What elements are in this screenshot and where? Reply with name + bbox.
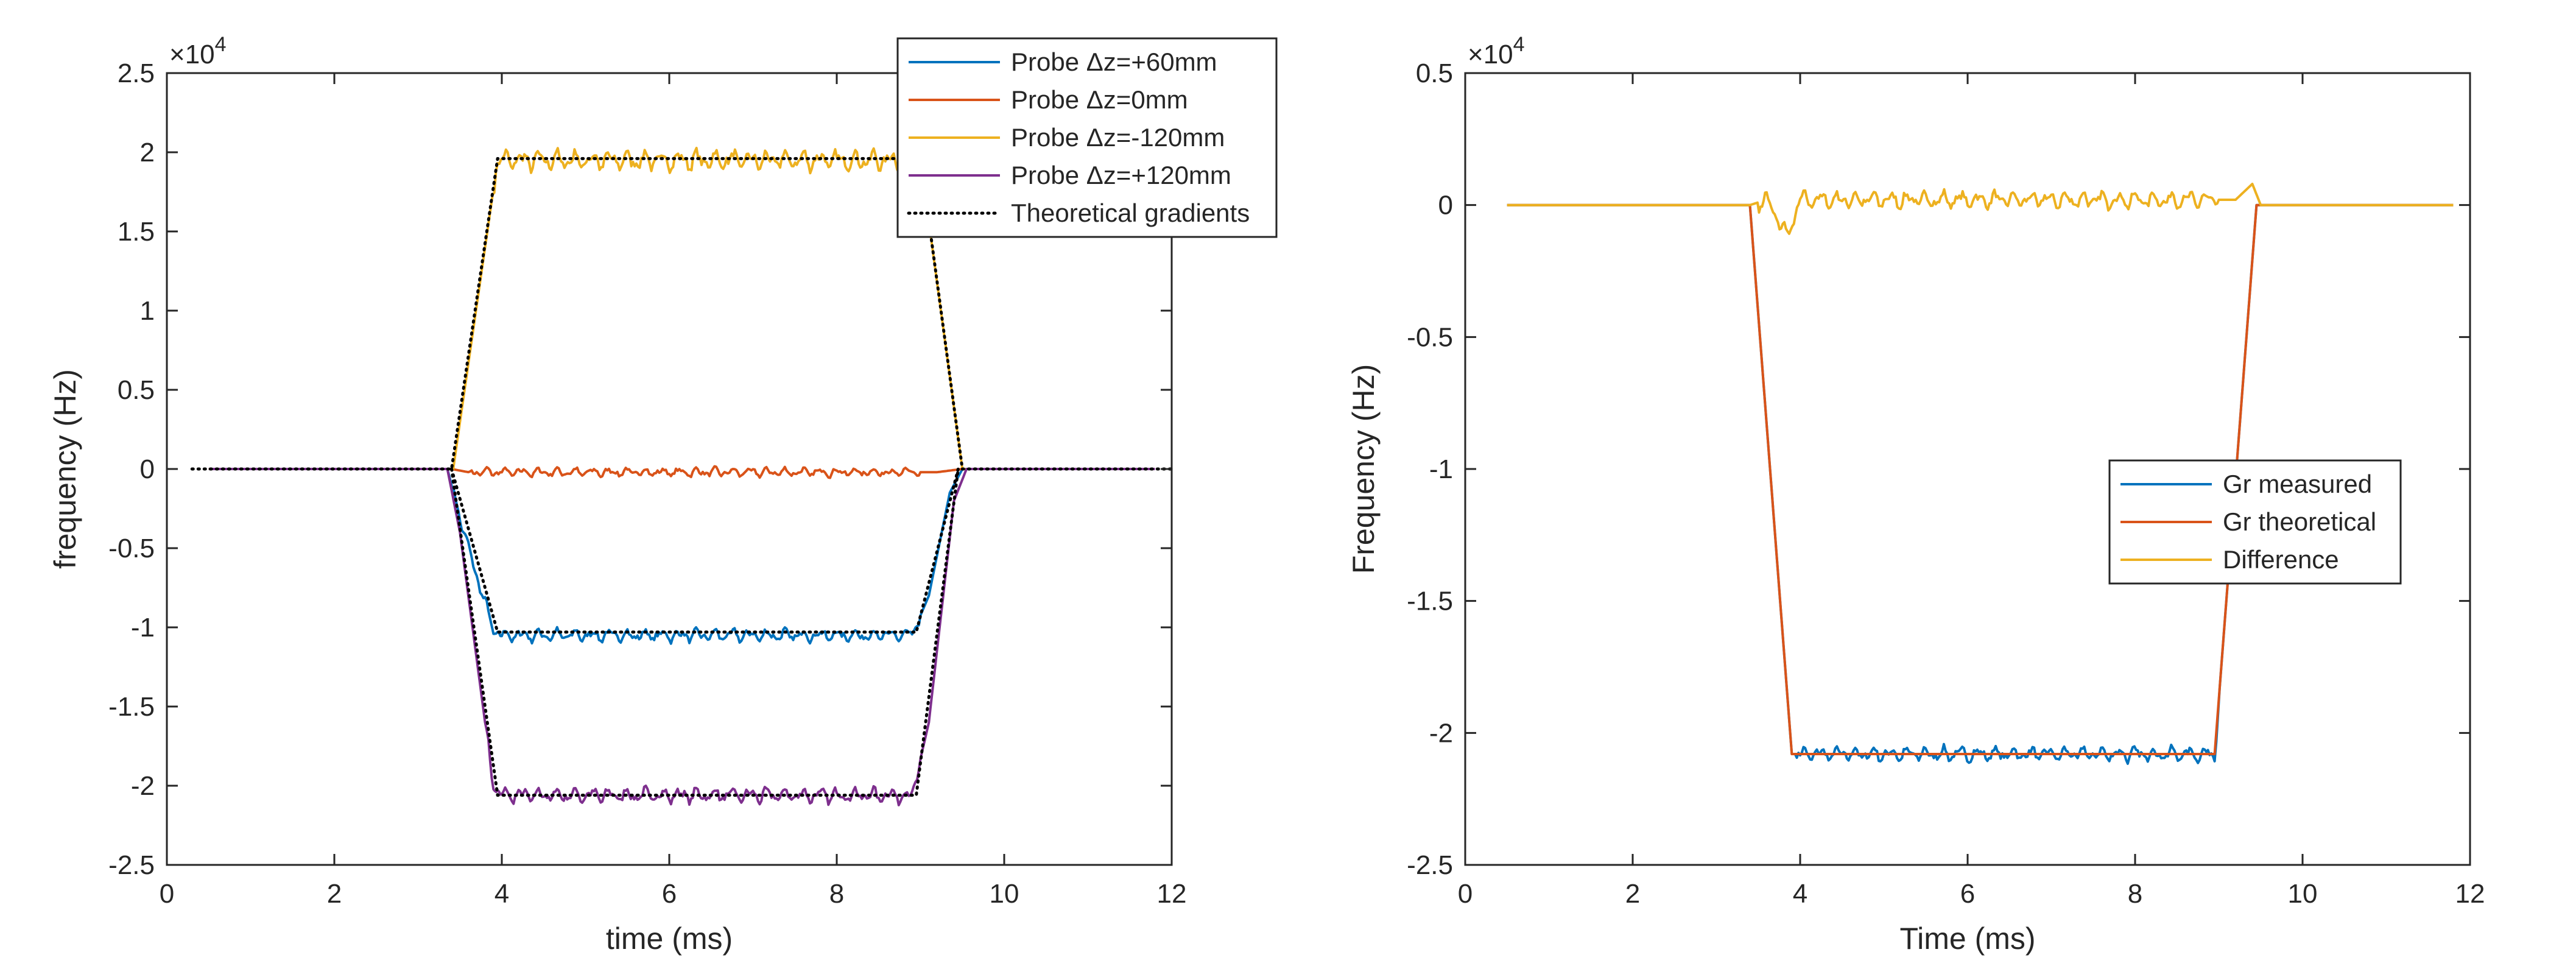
left-y-tick-label: -1 bbox=[131, 613, 155, 643]
left-legend-label: Theoretical gradients bbox=[1011, 199, 1250, 227]
left-y-tick-label: 2.5 bbox=[118, 58, 155, 88]
left-series-6-line bbox=[450, 467, 960, 797]
right-x-tick-label: 8 bbox=[2128, 879, 2142, 909]
right-chart: 0 2 4 6 8 10 12 -2.5 -2 -1.5 -1 -0.5 0 0.5 ×104 Time … bbox=[1346, 33, 2485, 956]
left-legend-label: Probe Δz=0mm bbox=[1011, 85, 1188, 114]
left-x-tick-label: 4 bbox=[494, 879, 509, 909]
right-y-tick-label: -0.5 bbox=[1407, 322, 1453, 352]
left-y-tick-label: -1.5 bbox=[108, 692, 155, 722]
left-x-tick-label: 6 bbox=[662, 879, 677, 909]
right-ticks: 0 2 4 6 8 10 12 -2.5 -2 -1.5 -1 -0.5 0 0.5 bbox=[1407, 58, 2485, 909]
right-legend-label: Gr measured bbox=[2223, 470, 2372, 498]
left-chart: 0 2 4 6 8 10 12 -2.5 -2 -1.5 -1 -0.5 0 0.5 1 1.5 2 2.5 ×1… bbox=[48, 33, 1278, 956]
left-exponent-label: ×104 bbox=[169, 33, 227, 69]
left-x-tick-label: 10 bbox=[990, 879, 1019, 909]
right-y-axis-label: Frequency (Hz) bbox=[1346, 364, 1381, 574]
right-y-tick-label: -1 bbox=[1429, 454, 1453, 484]
left-x-tick-label: 2 bbox=[327, 879, 342, 909]
right-exponent-label: ×104 bbox=[1468, 33, 1525, 69]
left-y-tick-label: 0 bbox=[140, 454, 155, 484]
left-y-tick-label: -2 bbox=[131, 771, 155, 801]
right-x-tick-label: 0 bbox=[1458, 879, 1473, 909]
left-y-tick-label: 0.5 bbox=[118, 375, 155, 405]
left-series-5-line bbox=[450, 467, 960, 634]
left-y-tick-label: -0.5 bbox=[108, 534, 155, 563]
right-y-tick-label: 0 bbox=[1438, 191, 1453, 220]
right-series-layer bbox=[1507, 183, 2454, 765]
left-legend-label: Probe Δz=-120mm bbox=[1011, 123, 1225, 152]
left-x-tick-label: 0 bbox=[160, 879, 174, 909]
right-series-2-line bbox=[1507, 183, 2454, 235]
left-legend: Probe Δz=+60mm Probe Δz=0mm Probe Δz=-120m… bbox=[896, 37, 1278, 238]
left-x-tick-label: 12 bbox=[1157, 879, 1187, 909]
right-y-tick-label: -1.5 bbox=[1407, 587, 1453, 616]
left-legend-label: Probe Δz=+120mm bbox=[1011, 161, 1231, 189]
right-x-tick-label: 4 bbox=[1793, 879, 1807, 909]
right-x-tick-label: 10 bbox=[2288, 879, 2318, 909]
right-y-tick-label: -2.5 bbox=[1407, 850, 1453, 880]
left-x-tick-label: 8 bbox=[829, 879, 844, 909]
right-legend: Gr measured Gr theoretical Difference bbox=[2108, 459, 2402, 585]
left-series-layer bbox=[190, 146, 1174, 806]
left-y-tick-label: -2.5 bbox=[108, 850, 155, 880]
left-series-4-line bbox=[190, 157, 1174, 471]
left-y-axis-label: frequency (Hz) bbox=[48, 369, 82, 569]
left-x-axis-label: time (ms) bbox=[606, 922, 733, 956]
left-legend-label: Probe Δz=+60mm bbox=[1011, 48, 1217, 76]
left-y-tick-label: 1 bbox=[140, 296, 155, 326]
left-y-tick-label: 2 bbox=[140, 138, 155, 167]
right-x-tick-label: 2 bbox=[1625, 879, 1640, 909]
right-x-tick-label: 6 bbox=[1960, 879, 1975, 909]
right-legend-label: Difference bbox=[2223, 545, 2339, 574]
right-y-tick-label: 0.5 bbox=[1416, 58, 1453, 88]
right-x-axis-label: Time (ms) bbox=[1899, 922, 2035, 956]
left-y-tick-label: 1.5 bbox=[118, 217, 155, 247]
left-ticks: 0 2 4 6 8 10 12 -2.5 -2 -1.5 -1 -0.5 0 0.5 1 1.5 2 2.5 bbox=[108, 58, 1186, 909]
right-y-tick-label: -2 bbox=[1429, 718, 1453, 748]
right-x-tick-label: 12 bbox=[2455, 879, 2485, 909]
right-legend-label: Gr theoretical bbox=[2223, 507, 2376, 536]
